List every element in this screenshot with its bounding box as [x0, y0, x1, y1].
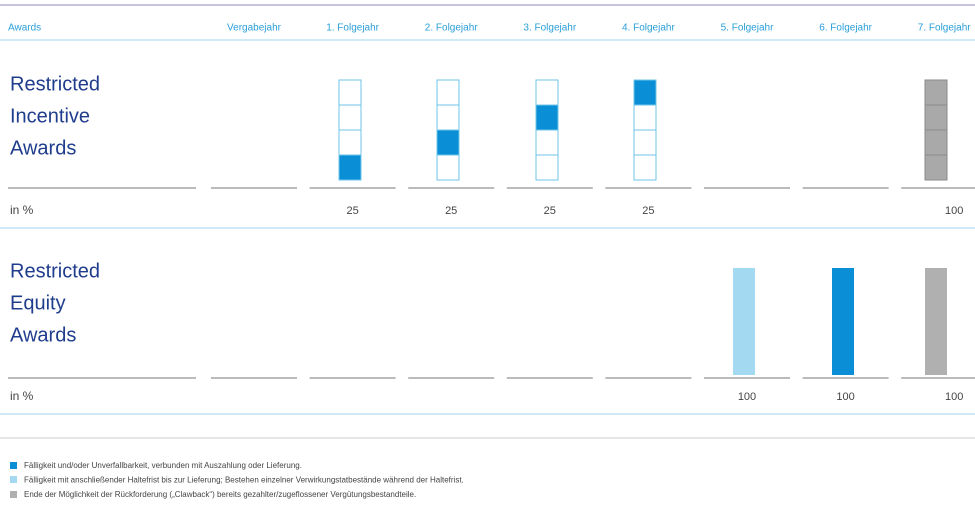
unit-label: in % — [10, 203, 34, 217]
legend-swatch — [10, 491, 17, 498]
column-header: 2. Folgejahr — [425, 23, 478, 34]
column-header: 6. Folgejahr — [819, 23, 872, 34]
stack-cell — [338, 154, 362, 181]
legend-text: Fälligkeit und/oder Unverfallbarkeit, ve… — [24, 461, 302, 470]
section-title: Awards — [10, 324, 76, 346]
percent-value: 100 — [738, 391, 756, 403]
legend-text: Fälligkeit mit anschließender Haltefrist… — [24, 476, 464, 485]
stacks — [338, 79, 657, 181]
equity-bar — [925, 268, 947, 375]
column-header: 3. Folgejahr — [523, 23, 576, 34]
column-header: 5. Folgejahr — [721, 23, 774, 34]
section-title: Restricted — [10, 260, 100, 282]
stack-cell — [436, 129, 460, 156]
equity-bar — [832, 268, 854, 375]
percent-value: 25 — [642, 205, 654, 217]
percent-value: 100 — [836, 391, 854, 403]
stack-cell — [535, 104, 559, 131]
section-title: Equity — [10, 292, 66, 314]
percent-value: 25 — [346, 205, 358, 217]
legend-text: Ende der Möglichkeit der Rückforderung (… — [24, 490, 416, 499]
stack-cell — [633, 79, 657, 106]
percent-value: 100 — [945, 391, 963, 403]
equity-bar — [733, 268, 755, 375]
column-header: 1. Folgejahr — [326, 23, 379, 34]
section-title: Restricted — [10, 73, 100, 95]
column-header: 4. Folgejahr — [622, 23, 675, 34]
legend-swatch — [10, 462, 17, 469]
legend-swatch — [10, 476, 17, 483]
section-title: Incentive — [10, 105, 90, 127]
section-title: Awards — [10, 137, 76, 159]
percent-value: 100 — [945, 205, 963, 217]
column-header: Vergabejahr — [227, 23, 282, 34]
percent-value: 25 — [544, 205, 556, 217]
unit-label: in % — [10, 389, 34, 403]
gray-stack — [924, 79, 948, 181]
percent-value: 25 — [445, 205, 457, 217]
header-label: Awards — [8, 23, 41, 34]
column-header: 7. Folgejahr — [918, 23, 971, 34]
